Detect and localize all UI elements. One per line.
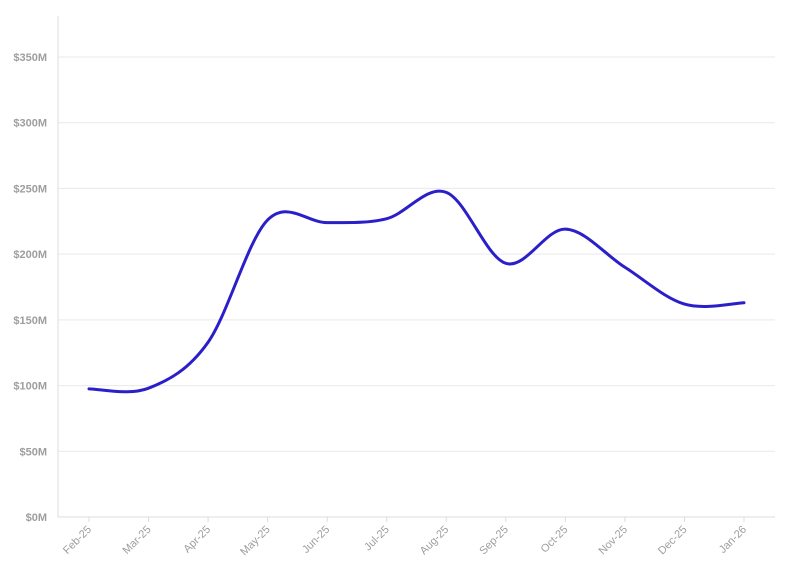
x-tick-label: Jul-25: [362, 524, 392, 554]
y-tick-label: $300M: [13, 118, 47, 130]
x-tick-label: Aug-25: [418, 524, 452, 558]
y-axis-tick-labels: $0M $50M $100M $150M $200M $250M $300M $350M: [13, 52, 47, 524]
x-tick-label: Mar-25: [121, 524, 154, 557]
gridlines: [58, 56, 775, 452]
y-tick-label: $0M: [26, 512, 47, 524]
x-axis-tick-labels: Feb-25 Mar-25 Apr-25 May-25 Jun-25 Jul-25 Aug-…: [61, 524, 749, 558]
series-lines: [87, 189, 746, 394]
x-tick-label: Sep-25: [477, 524, 511, 558]
x-tick-label: Apr-25: [181, 524, 213, 556]
x-tick-label: Jun-25: [300, 524, 332, 556]
x-tick-label: Nov-25: [596, 524, 630, 558]
y-tick-label: $250M: [13, 183, 47, 195]
y-tick-label: $100M: [13, 381, 47, 393]
y-tick-label: $350M: [13, 52, 47, 64]
series-line: [87, 189, 746, 394]
x-tick-label: May-25: [238, 524, 272, 558]
y-tick-label: $150M: [13, 315, 47, 327]
x-tick-label: Feb-25: [61, 524, 94, 557]
y-tick-label: $50M: [19, 446, 47, 458]
x-tick-label: Dec-25: [656, 524, 690, 558]
x-tick-label: Jan-26: [717, 524, 749, 556]
x-tick-label: Oct-25: [539, 524, 571, 556]
axes: [57, 16, 775, 522]
y-tick-label: $200M: [13, 249, 47, 261]
